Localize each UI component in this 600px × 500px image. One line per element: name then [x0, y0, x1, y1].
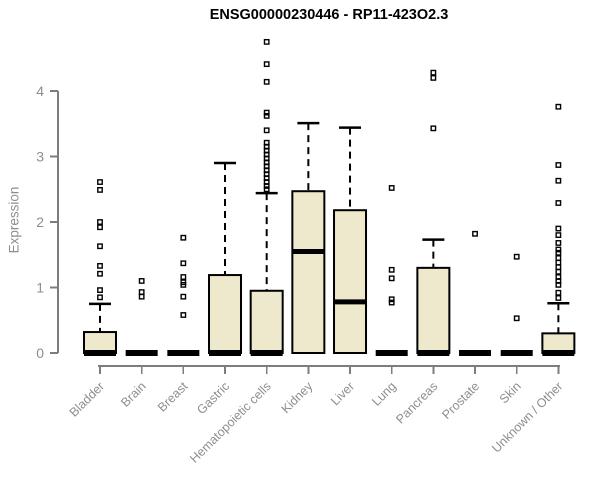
outlier-point: [263, 183, 270, 189]
y-tick-label: 2: [36, 214, 44, 230]
outlier-point: [97, 179, 103, 185]
x-tick-label-skin: Skin: [497, 379, 524, 406]
chart-title: ENSG00000230446 - RP11-423O2.3: [209, 7, 449, 23]
y-tick-label: 4: [36, 83, 44, 99]
outlier-point: [555, 264, 562, 271]
outlier-point: [555, 246, 562, 253]
y-tick-label: 1: [36, 280, 44, 296]
x-tick-label-hematopoietic-cells: Hematopoietic cells: [187, 379, 274, 466]
boxplot-brain: [125, 278, 158, 356]
outlier-point: [388, 299, 395, 306]
outlier-point: [555, 268, 562, 275]
outlier-point: [555, 200, 562, 206]
boxplot-gastric: [208, 161, 243, 356]
boxplot-hematopoietic-cells: [249, 38, 284, 356]
outlier-point: [180, 293, 187, 300]
boxplot-breast: [167, 234, 200, 356]
outlier-point: [388, 275, 395, 282]
outlier-point: [430, 69, 437, 76]
boxplot-unknown-other: [541, 103, 576, 356]
outlier-point: [555, 255, 562, 261]
outlier-point: [180, 312, 187, 318]
boxplot-bladder: [83, 179, 117, 356]
x-tick-label-lung: Lung: [369, 379, 399, 409]
outlier-point: [263, 186, 270, 193]
x-tick-label-gastric: Gastric: [194, 379, 232, 417]
outlier-point: [388, 296, 395, 303]
y-tick-label: 0: [36, 345, 44, 361]
outlier-point: [97, 287, 103, 294]
outlier-point: [97, 243, 103, 250]
outlier-point: [555, 295, 562, 301]
outlier-point: [180, 281, 187, 288]
outlier-point: [555, 232, 562, 238]
boxplot-skin: [500, 253, 533, 356]
outlier-point: [138, 278, 145, 284]
x-tick-label-prostate: Prostate: [439, 379, 482, 422]
outlier-point: [472, 230, 478, 237]
outlier-point: [555, 259, 562, 266]
x-tick-label-liver: Liver: [328, 379, 357, 408]
boxplot-pancreas: [416, 69, 451, 356]
outlier-point: [263, 78, 270, 85]
outlier-point: [263, 109, 270, 116]
outlier-point: [180, 260, 187, 267]
boxplot-prostate: [459, 230, 492, 356]
boxplot-kidney: [291, 121, 326, 354]
outlier-point: [555, 177, 562, 184]
outlier-point: [555, 240, 562, 246]
iqr-box: [208, 274, 243, 354]
iqr-box: [416, 266, 451, 355]
outlier-point: [430, 74, 437, 81]
outlier-point: [180, 234, 187, 241]
outlier-point: [555, 225, 562, 232]
outlier-point: [555, 281, 562, 288]
x-tick-label-kidney: Kidney: [279, 379, 316, 416]
outlier-point: [138, 293, 145, 300]
outlier-point: [97, 187, 103, 193]
outlier-point: [97, 262, 103, 269]
outlier-point: [263, 112, 270, 119]
outlier-point: [263, 61, 270, 68]
outlier-point: [513, 253, 520, 260]
x-tick-label-bladder: Bladder: [67, 379, 107, 419]
outlier-point: [555, 249, 562, 256]
outlier-point: [263, 38, 270, 45]
boxplot-liver: [333, 126, 368, 354]
y-tick-label: 3: [36, 149, 44, 165]
outlier-point: [97, 294, 103, 301]
outlier-point: [555, 103, 562, 110]
outlier-point: [263, 127, 270, 134]
outlier-point: [555, 162, 562, 168]
iqr-box: [333, 209, 368, 354]
outlier-point: [513, 315, 520, 322]
outlier-point: [388, 185, 395, 191]
outlier-point: [430, 125, 437, 132]
x-tick-label-breast: Breast: [155, 379, 191, 415]
outlier-point: [97, 270, 103, 277]
x-tick-label-pancreas: Pancreas: [393, 379, 440, 426]
x-tick-label-brain: Brain: [118, 379, 149, 410]
boxplot-lung: [375, 185, 408, 356]
outlier-point: [138, 289, 145, 295]
outlier-point: [97, 224, 103, 231]
iqr-box: [249, 289, 284, 354]
outlier-point: [555, 289, 562, 296]
x-tick-label-unknown-other: Unknown / Other: [489, 379, 565, 455]
iqr-box: [291, 190, 326, 354]
iqr-box: [83, 331, 117, 355]
outlier-point: [388, 266, 395, 273]
outlier-point: [180, 274, 187, 280]
outlier-point: [97, 219, 103, 225]
